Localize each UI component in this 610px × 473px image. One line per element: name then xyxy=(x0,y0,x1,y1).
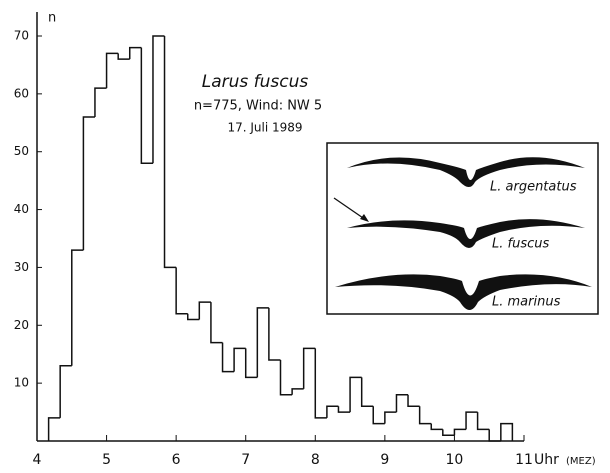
histogram-bar xyxy=(257,308,269,377)
y-tick-label: 40 xyxy=(14,202,29,216)
histogram-bar xyxy=(211,302,223,343)
histogram-bar xyxy=(327,406,339,418)
histogram-bar xyxy=(292,389,304,395)
histogram-bar xyxy=(234,348,246,371)
histogram-bar xyxy=(165,36,177,267)
histogram-bar xyxy=(489,429,501,441)
histogram-bar xyxy=(362,377,374,406)
histogram-bar xyxy=(60,366,72,418)
histogram-bar xyxy=(141,48,153,164)
histogram-bar xyxy=(176,267,188,313)
histogram-bar xyxy=(443,429,455,435)
x-tick-label: 6 xyxy=(172,452,181,468)
histogram-bar xyxy=(315,348,327,417)
histogram-bar xyxy=(385,412,397,424)
x-tick-label: 8 xyxy=(311,452,320,468)
annotation-date: 17. Juli 1989 xyxy=(227,121,302,135)
histogram-bar xyxy=(454,429,466,435)
x-tick-label: 9 xyxy=(380,452,389,468)
y-tick-label: 60 xyxy=(14,86,29,100)
histogram-bar xyxy=(396,395,408,412)
x-tick-label: 4 xyxy=(33,452,42,468)
histogram-bar xyxy=(373,406,385,423)
y-tick-label: 70 xyxy=(14,29,29,43)
histogram-bar xyxy=(338,406,350,412)
y-axis-label: n xyxy=(48,11,56,26)
inset-label: L. fuscus xyxy=(492,237,549,252)
histogram-bar xyxy=(107,53,119,88)
annotation-species: Larus fuscus xyxy=(202,72,309,92)
histogram-bar xyxy=(420,406,432,423)
y-tick-label: 20 xyxy=(14,318,29,332)
inset-label: L. argentatus xyxy=(490,180,577,195)
histogram-bar xyxy=(466,412,478,429)
x-tick-label: 7 xyxy=(241,452,250,468)
page: {"chart_data": {"type": "histogram", "y_… xyxy=(0,0,610,473)
histogram-bar xyxy=(118,53,130,59)
histogram-bar xyxy=(223,343,235,372)
histogram-bar xyxy=(501,424,513,441)
y-tick-label: 10 xyxy=(14,376,29,390)
histogram-bar xyxy=(281,360,293,395)
histogram-bar xyxy=(431,424,443,430)
histogram-bar xyxy=(269,308,281,360)
y-tick-label: 30 xyxy=(14,260,29,274)
chart: n Uhr (MEZ) Larus fuscus n=775, Wind: NW… xyxy=(0,0,610,469)
histogram-bar xyxy=(130,48,142,60)
inset-label: L. marinus xyxy=(492,295,561,310)
x-tick-label: 5 xyxy=(102,452,111,468)
histogram-bar xyxy=(83,117,95,250)
x-tick-label: 10 xyxy=(446,452,464,468)
x-tick-label: 11 xyxy=(515,452,533,468)
histogram-bar xyxy=(199,302,211,319)
histogram-bar xyxy=(72,250,84,366)
x-axis-label-note: (MEZ) xyxy=(566,456,596,467)
x-axis-label: Uhr xyxy=(534,452,559,468)
histogram-bar xyxy=(95,88,107,117)
histogram-bar xyxy=(188,314,200,320)
histogram-bar xyxy=(478,412,490,429)
histogram-bar xyxy=(304,348,316,389)
inset: L. argentatus L. fuscus L. marinus xyxy=(327,143,598,314)
histogram-bar xyxy=(153,36,165,163)
histogram-bar xyxy=(408,395,420,407)
y-tick-label: 50 xyxy=(14,144,29,158)
histogram-bar xyxy=(246,348,258,377)
histogram-bar xyxy=(350,377,362,412)
histogram-bar xyxy=(49,418,61,441)
annotation-details: n=775, Wind: NW 5 xyxy=(194,99,322,114)
